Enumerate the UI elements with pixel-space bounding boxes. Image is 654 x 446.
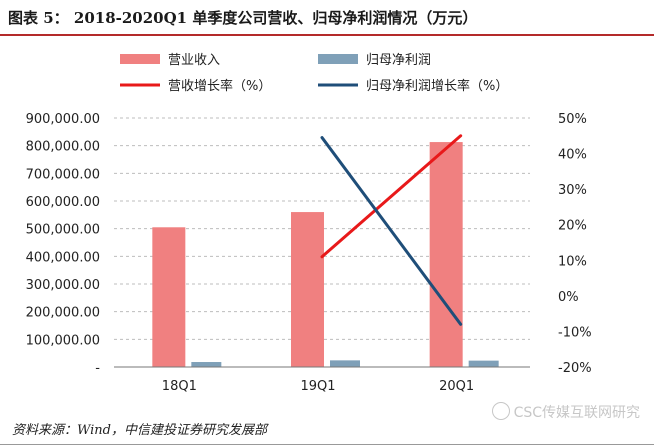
y-right-tick-label: 40% — [558, 148, 587, 163]
y-left-tick-label: 800,000.00 — [26, 140, 100, 155]
title-bar: 图表 5： 2018-2020Q1 单季度公司营收、归母净利润情况（万元） — [0, 0, 654, 36]
bar-net-profit — [468, 360, 499, 367]
y-left-tick-label: 500,000.00 — [26, 223, 100, 238]
right-y-axis: -20% -10% 0% 10% 20% 30% 40% 50% — [558, 112, 592, 376]
y-right-tick-label: -10% — [558, 325, 592, 340]
y-right-tick-label: -20% — [558, 361, 592, 376]
x-tick-label: 20Q1 — [439, 379, 474, 394]
y-right-tick-label: 20% — [558, 219, 587, 234]
title-divider — [0, 34, 654, 36]
line-series — [320, 134, 463, 326]
legend-label: 营收增长率（%） — [168, 78, 271, 94]
y-right-tick-label: 10% — [558, 254, 587, 269]
legend-label: 归母净利润增长率（%） — [366, 78, 508, 94]
y-right-tick-label: 50% — [558, 112, 587, 127]
legend-swatch — [318, 54, 358, 64]
y-right-tick-label: 0% — [558, 290, 579, 305]
y-left-tick-label: 700,000.00 — [26, 167, 100, 182]
x-axis: 18Q1 19Q1 20Q1 — [114, 366, 530, 394]
y-left-tick-label: 300,000.00 — [26, 278, 100, 293]
y-left-tick-label: - — [95, 361, 100, 376]
y-right-tick-label: 30% — [558, 183, 587, 198]
left-y-axis: - 100,000.00 200,000.00 300,000.00 400,000.0… — [26, 112, 101, 376]
bar-net-profit — [330, 360, 360, 367]
y-left-tick-label: 200,000.00 — [26, 306, 100, 321]
y-left-tick-label: 900,000.00 — [26, 112, 100, 127]
y-left-tick-label: 600,000.00 — [26, 195, 100, 210]
profit-growth-line — [320, 136, 463, 326]
wechat-logo-icon — [491, 402, 510, 420]
bottom-divider — [0, 444, 654, 445]
legend-label: 营业收入 — [168, 53, 220, 68]
y-left-tick-label: 100,000.00 — [26, 333, 100, 348]
legend-swatch — [120, 54, 160, 64]
watermark: CSC传媒互联网研究 — [491, 402, 640, 422]
bar-revenue — [291, 212, 324, 367]
bar-net-profit — [191, 362, 222, 367]
bar-revenue — [429, 142, 463, 367]
y-left-tick-label: 400,000.00 — [26, 250, 100, 265]
bar-series — [152, 142, 499, 367]
legend-label: 归母净利润 — [366, 53, 431, 68]
bar-revenue — [152, 227, 186, 367]
page-title: 图表 5： 2018-2020Q1 单季度公司营收、归母净利润情况（万元） — [8, 9, 478, 27]
x-tick-label: 19Q1 — [300, 379, 335, 394]
source-note: 资料来源：Wind，中信建投证券研究发展部 — [12, 423, 267, 438]
watermark-text: CSC传媒互联网研究 — [513, 405, 640, 421]
x-tick-label: 18Q1 — [162, 379, 197, 394]
revenue-growth-line — [320, 134, 463, 259]
